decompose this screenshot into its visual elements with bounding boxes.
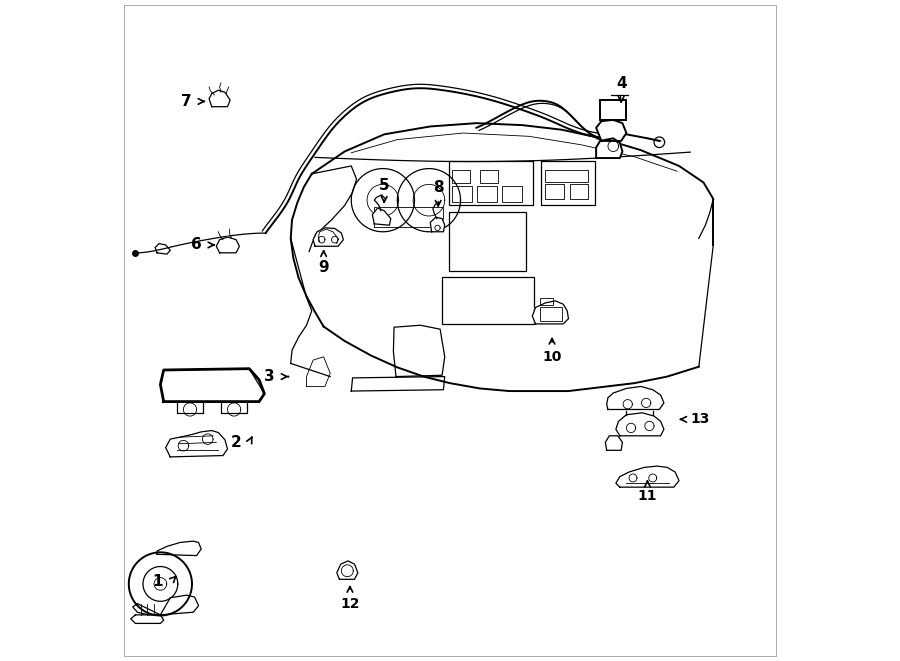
- Text: 7: 7: [182, 94, 192, 109]
- Polygon shape: [160, 369, 265, 402]
- Bar: [452, 170, 471, 183]
- Text: 12: 12: [340, 597, 360, 611]
- Bar: [449, 161, 533, 206]
- Polygon shape: [607, 387, 664, 409]
- Polygon shape: [209, 91, 230, 106]
- Polygon shape: [291, 123, 714, 391]
- Polygon shape: [616, 412, 664, 436]
- Bar: [570, 184, 589, 199]
- Polygon shape: [166, 430, 228, 457]
- Polygon shape: [337, 561, 358, 579]
- Polygon shape: [596, 120, 626, 141]
- Bar: [480, 170, 498, 183]
- Text: 10: 10: [543, 350, 562, 364]
- Bar: [442, 276, 535, 324]
- Bar: [502, 186, 522, 202]
- Text: 8: 8: [433, 180, 444, 194]
- Bar: [541, 161, 595, 206]
- Polygon shape: [430, 217, 445, 232]
- Text: 9: 9: [319, 260, 328, 275]
- Polygon shape: [132, 595, 199, 615]
- Text: 4: 4: [616, 76, 626, 91]
- Bar: [539, 297, 553, 305]
- Polygon shape: [616, 466, 680, 487]
- Text: 13: 13: [690, 412, 710, 426]
- Bar: [600, 100, 626, 120]
- Polygon shape: [373, 208, 391, 225]
- Bar: [452, 186, 472, 202]
- Text: 2: 2: [230, 435, 241, 450]
- Text: 1: 1: [152, 574, 162, 590]
- Bar: [449, 212, 526, 271]
- Polygon shape: [158, 541, 202, 556]
- Polygon shape: [596, 138, 623, 158]
- Polygon shape: [532, 301, 569, 324]
- Polygon shape: [130, 615, 164, 623]
- Polygon shape: [313, 228, 344, 247]
- Polygon shape: [216, 237, 239, 253]
- Bar: [539, 307, 562, 321]
- Bar: [477, 186, 497, 202]
- Bar: [545, 184, 564, 199]
- Text: 6: 6: [191, 237, 202, 253]
- Text: 3: 3: [264, 369, 274, 384]
- Text: 5: 5: [379, 178, 390, 193]
- Text: 11: 11: [638, 489, 657, 504]
- Polygon shape: [606, 436, 623, 450]
- Bar: [545, 170, 589, 182]
